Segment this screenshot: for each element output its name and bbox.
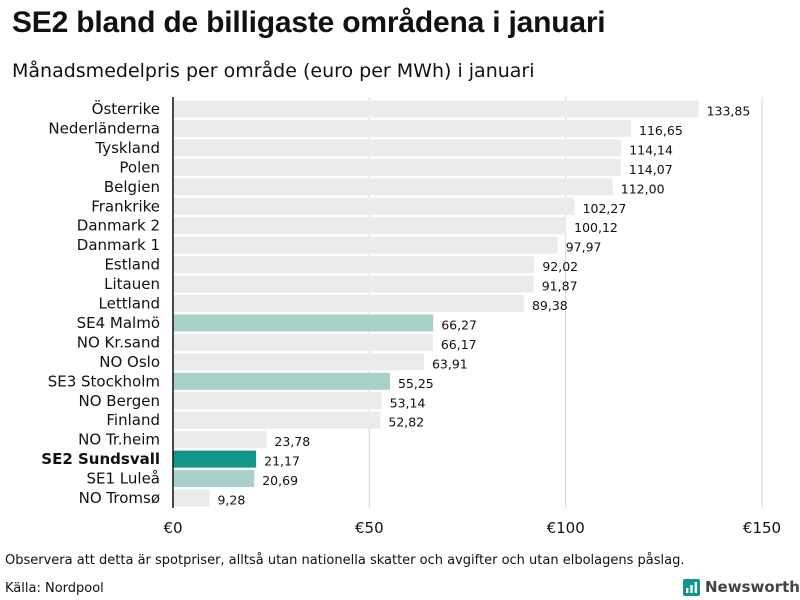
chart-subtitle: Månadsmedelpris per område (euro per MWh…	[12, 60, 535, 82]
value-label-0: 133,85	[707, 104, 751, 119]
value-label-14: 55,25	[398, 376, 434, 391]
value-label-19: 20,69	[262, 473, 298, 488]
bar-8	[173, 256, 535, 274]
category-label-7: Danmark 1	[77, 236, 160, 254]
bar-chart: Österrike 133,85 Nederländerna 116,65 Tyskla…	[41, 97, 781, 537]
x-tick-label-0: €0	[163, 519, 182, 537]
bar-11	[173, 314, 434, 332]
bar-20	[173, 489, 210, 507]
bar-4	[173, 178, 613, 196]
bar-13	[173, 353, 424, 371]
category-label-15: NO Bergen	[79, 392, 160, 410]
value-label-7: 97,97	[566, 240, 602, 255]
chart-title: SE2 bland de billigaste områdena i janua…	[12, 6, 606, 39]
category-label-16: Finland	[106, 411, 160, 429]
category-label-8: Estland	[104, 256, 160, 274]
x-tick-label-3: €150	[743, 519, 781, 537]
category-label-3: Polen	[119, 158, 160, 176]
value-label-20: 9,28	[217, 493, 245, 508]
source-text: Källa: Nordpool	[5, 581, 104, 596]
bar-6	[173, 217, 567, 235]
bar-10	[173, 295, 524, 312]
category-label-1: Nederländerna	[48, 119, 160, 137]
value-label-15: 53,14	[390, 395, 426, 410]
bar-9	[173, 275, 534, 293]
bar-19	[173, 470, 255, 488]
x-tick-label-2: €100	[547, 519, 585, 537]
newsworthy-logo-icon	[683, 578, 700, 596]
value-label-16: 52,82	[388, 415, 424, 430]
brand-logo: Newsworthy	[683, 578, 800, 596]
category-label-19: SE1 Luleå	[87, 470, 161, 488]
category-label-10: Lettland	[99, 295, 160, 313]
bar-7	[173, 236, 558, 254]
value-label-10: 89,38	[532, 298, 568, 313]
category-label-4: Belgien	[104, 178, 160, 196]
value-label-4: 112,00	[621, 181, 665, 196]
bar-16	[173, 411, 381, 429]
bar-12	[173, 333, 433, 351]
bar-14	[173, 372, 390, 390]
value-label-6: 100,12	[574, 220, 618, 235]
value-label-9: 91,87	[542, 279, 578, 294]
category-label-17: NO Tr.heim	[78, 431, 160, 449]
bar-5	[173, 197, 575, 215]
category-label-5: Frankrike	[91, 197, 160, 215]
bar-3	[173, 158, 621, 176]
bar-1	[173, 119, 632, 137]
category-label-0: Österrike	[92, 99, 160, 118]
bar-18	[173, 450, 257, 468]
category-label-14: SE3 Stockholm	[48, 372, 160, 390]
bar-0	[173, 100, 699, 118]
category-label-13: NO Oslo	[99, 353, 160, 371]
value-label-3: 114,07	[629, 162, 673, 177]
bar-17	[173, 431, 267, 449]
value-label-2: 114,14	[629, 142, 673, 157]
footnote: Observera att detta är spotpriser, allts…	[5, 553, 685, 568]
value-label-8: 92,02	[542, 259, 578, 274]
value-label-12: 66,17	[441, 337, 477, 352]
category-label-18: SE2 Sundsvall	[41, 450, 160, 468]
bar-2	[173, 139, 622, 157]
value-label-11: 66,27	[441, 317, 477, 332]
value-label-1: 116,65	[639, 123, 683, 138]
category-label-9: Litauen	[104, 275, 160, 293]
category-label-12: NO Kr.sand	[77, 333, 160, 351]
x-tick-label-1: €50	[355, 519, 384, 537]
value-label-18: 21,17	[264, 454, 300, 469]
value-label-5: 102,27	[583, 201, 627, 216]
value-label-13: 63,91	[432, 356, 468, 371]
category-label-6: Danmark 2	[77, 217, 160, 235]
category-label-2: Tyskland	[94, 139, 160, 157]
category-label-11: SE4 Malmö	[77, 314, 160, 332]
brand-name: Newsworthy	[705, 578, 800, 596]
value-label-17: 23,78	[274, 434, 310, 449]
category-label-20: NO Tromsø	[79, 489, 160, 507]
bar-15	[173, 392, 382, 410]
